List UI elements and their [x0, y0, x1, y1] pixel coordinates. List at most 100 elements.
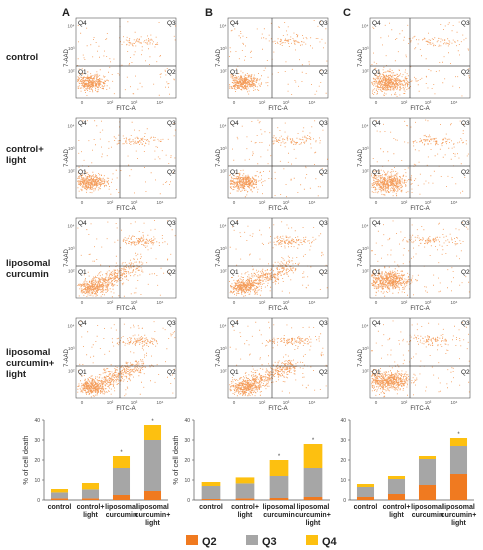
x-tick-label: 10³: [425, 100, 432, 105]
x-tick-label: 10²: [401, 300, 408, 305]
y-tick-label: 10³: [362, 346, 369, 351]
category-label-2: light: [238, 512, 253, 519]
quadrant-label-q4: Q4: [230, 320, 239, 327]
category-label-3: curcumin: [412, 512, 444, 519]
flow-plot-frame: [75, 117, 177, 199]
y-axis-label: 7-AAD: [64, 248, 70, 266]
flow-events: [229, 119, 328, 198]
quadrant-label-q4: Q4: [230, 20, 239, 27]
bar-segment-q3-1: [201, 486, 221, 499]
x-tick-label: 10³: [131, 200, 138, 205]
y-tick-label: 0: [187, 498, 190, 504]
quadrant-label-q4: Q4: [78, 220, 87, 227]
category-label-4: curcumin+: [295, 512, 331, 519]
significance-mark: *: [120, 450, 123, 456]
y-tick-label: 10³: [362, 46, 369, 51]
flow-events: [371, 21, 470, 97]
category-label-3: liposomal: [105, 504, 138, 511]
category-label-2: control+: [231, 504, 259, 511]
y-tick-label: 10²: [220, 168, 227, 173]
quadrant-label-q4: Q4: [372, 320, 381, 327]
bar-segment-q3-4: [143, 440, 162, 491]
quadrant-label-q1: Q1: [230, 369, 239, 376]
quadrant-label-q3: Q3: [461, 120, 470, 127]
flow-events: [229, 320, 327, 397]
y-tick-label: 30: [34, 438, 40, 444]
x-tick-label: 10³: [283, 200, 290, 205]
y-tick-label: 20: [184, 458, 190, 464]
flow-events: [229, 220, 328, 297]
x-tick-label: 10⁴: [451, 300, 458, 305]
category-label-1: control: [354, 504, 378, 511]
y-axis-label: 7-AAD: [64, 348, 70, 366]
quadrant-label-q1: Q1: [230, 269, 239, 276]
quadrant-label-q3: Q3: [461, 20, 470, 27]
bar-segment-q2-1: [356, 497, 375, 500]
x-tick-label: 10²: [107, 200, 114, 205]
y-tick-label: 10²: [220, 268, 227, 273]
y-tick-label: 10³: [220, 346, 227, 351]
y-tick-label: 40: [340, 418, 346, 424]
x-tick-label: 10²: [401, 200, 408, 205]
flow-events: [371, 320, 470, 398]
y-tick-label: 30: [184, 438, 190, 444]
x-tick-label: 10⁴: [157, 400, 164, 405]
x-tick-label: 10⁴: [309, 300, 316, 305]
y-tick-label: 30: [340, 438, 346, 444]
legend: Q2 Q3 Q4: [186, 535, 338, 548]
x-axis-label: FITC-A: [268, 406, 287, 412]
category-label-2: light: [389, 512, 404, 519]
quadrant-label-q4: Q4: [78, 20, 87, 27]
y-tick-label: 10²: [362, 368, 369, 373]
y-axis-label: 7-AAD: [358, 148, 364, 166]
x-tick-label: 10³: [425, 200, 432, 205]
quadrant-label-q1: Q1: [230, 69, 239, 76]
y-axis-label: 7-AAD: [216, 148, 222, 166]
x-tick-label: 10⁴: [451, 400, 458, 405]
flow-events: [229, 20, 328, 95]
x-tick-label: 10⁴: [157, 200, 164, 205]
bar-segment-q3-3: [112, 468, 131, 495]
x-axis-label: FITC-A: [268, 106, 287, 112]
bar-segment-q2-3: [269, 498, 289, 500]
category-label-1: control: [48, 504, 72, 511]
category-label-2: light: [83, 512, 98, 519]
y-tick-label: 10⁴: [68, 124, 75, 129]
flow-events: [77, 220, 176, 298]
bar-segment-q3-2: [81, 489, 100, 499]
y-tick-label: 10⁴: [362, 324, 369, 329]
category-label-4: light: [451, 520, 466, 527]
significance-mark: *: [151, 419, 154, 425]
y-axis-label: 7-AAD: [216, 348, 222, 366]
y-tick-label: 10⁴: [68, 324, 75, 329]
bar-segment-q2-4: [303, 497, 323, 500]
category-label-4: liposomal: [442, 504, 475, 511]
quadrant-label-q1: Q1: [78, 169, 87, 176]
x-tick-label: 10²: [107, 300, 114, 305]
x-tick-label: 0: [81, 200, 84, 205]
y-tick-label: 10²: [68, 268, 75, 273]
bar-segment-q2-3: [112, 495, 131, 500]
bar-segment-q4-2: [235, 477, 255, 484]
y-tick-label: 10⁴: [220, 224, 227, 229]
x-tick-label: 0: [375, 400, 378, 405]
x-tick-label: 0: [375, 100, 378, 105]
bar-segment-q2-2: [387, 494, 406, 500]
x-tick-label: 10³: [425, 300, 432, 305]
row-label-4-line-1: liposomal: [6, 347, 50, 358]
x-tick-label: 10²: [401, 100, 408, 105]
quadrant-label-q1: Q1: [78, 369, 87, 376]
x-tick-label: 10³: [283, 300, 290, 305]
bar-segment-q4-4: [143, 425, 162, 440]
quadrant-label-q4: Q4: [78, 120, 87, 127]
quadrant-label-q4: Q4: [78, 320, 87, 327]
quadrant-label-q2: Q2: [461, 269, 470, 276]
x-tick-label: 10⁴: [451, 200, 458, 205]
category-label-3: curcumin: [106, 512, 138, 519]
y-tick-label: 10³: [68, 46, 75, 51]
